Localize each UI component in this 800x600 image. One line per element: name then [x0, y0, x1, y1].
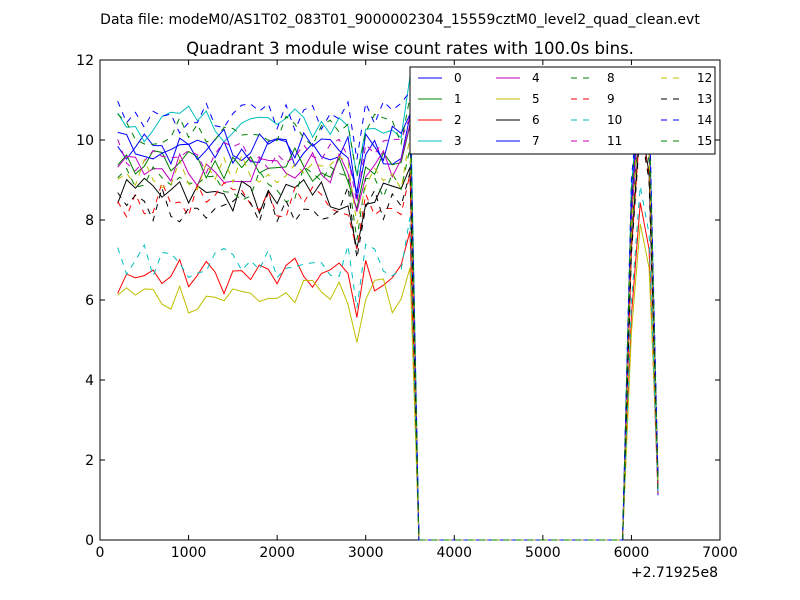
legend-label-15: 15: [697, 134, 712, 148]
legend-label-1: 1: [454, 92, 462, 106]
legend-label-8: 8: [607, 71, 615, 85]
legend-label-10: 10: [607, 113, 622, 127]
series-line-8: [117, 106, 659, 541]
legend-label-13: 13: [697, 92, 712, 106]
y-tick-label: 6: [85, 293, 94, 309]
series-line-13: [117, 127, 659, 541]
legend-label-2: 2: [454, 113, 462, 127]
series-line-9: [117, 122, 659, 541]
x-axis-offset-label: +2.71925e8: [631, 565, 718, 581]
x-tick-label: 3000: [348, 545, 384, 561]
x-tick-label: 2000: [259, 545, 295, 561]
legend-label-7: 7: [532, 134, 540, 148]
x-tick-label: 6000: [614, 545, 650, 561]
legend-label-4: 4: [532, 71, 540, 85]
legend-label-9: 9: [607, 92, 615, 106]
legend-label-0: 0: [454, 71, 462, 85]
legend-box: [409, 66, 716, 155]
legend-label-5: 5: [532, 92, 540, 106]
chart-title: Quadrant 3 module wise count rates with …: [186, 39, 634, 58]
series-layer: [117, 76, 659, 541]
y-tick-label: 12: [76, 53, 94, 69]
legend-label-11: 11: [607, 134, 622, 148]
x-tick-label: 7000: [702, 545, 738, 561]
series-line-14: [117, 78, 659, 541]
series-line-5: [117, 223, 659, 541]
y-tick-label: 8: [85, 213, 94, 229]
x-tick-label: 1000: [171, 545, 207, 561]
x-tick-label: 4000: [436, 545, 472, 561]
y-tick-label: 10: [76, 133, 94, 149]
legend-label-14: 14: [697, 113, 712, 127]
legend-label-6: 6: [532, 113, 540, 127]
series-line-15: [117, 79, 659, 541]
series-line-2: [117, 202, 659, 541]
legend-label-3: 3: [454, 134, 462, 148]
legend-label-12: 12: [697, 71, 712, 85]
y-tick-label: 2: [85, 453, 94, 469]
chart-suptitle: Data file: modeM0/AS1T02_083T01_90000023…: [100, 12, 700, 28]
x-tick-label: 0: [96, 545, 105, 561]
series-line-10: [117, 185, 659, 541]
y-tick-label: 0: [85, 533, 94, 549]
y-tick-label: 4: [85, 373, 94, 389]
x-tick-label: 5000: [525, 545, 561, 561]
series-line-4: [117, 89, 659, 541]
